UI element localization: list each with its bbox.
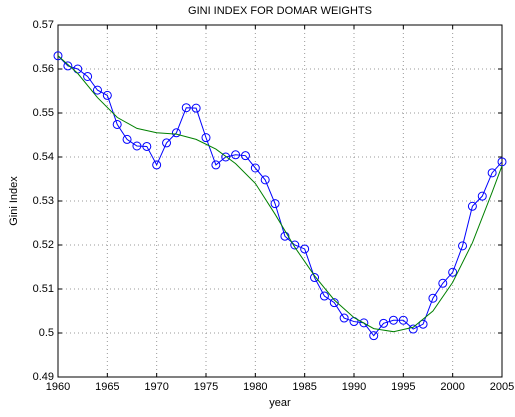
data-point	[428, 293, 438, 303]
data-point	[408, 324, 418, 334]
data-point	[260, 175, 270, 185]
y-tick-label: 0.56	[33, 63, 54, 75]
data-point	[319, 291, 329, 301]
data-point	[211, 160, 221, 170]
data-point	[201, 133, 211, 143]
data-point	[112, 119, 122, 129]
x-tick-label: 1970	[144, 381, 168, 393]
data-point	[369, 331, 379, 341]
data-point	[83, 71, 93, 81]
data-point	[221, 152, 231, 162]
x-tick-label: 1990	[342, 381, 366, 393]
data-point	[398, 315, 408, 325]
data-point	[458, 241, 468, 251]
data-point	[122, 134, 132, 144]
data-point	[63, 61, 73, 71]
x-tick-label: 2005	[490, 381, 514, 393]
data-point	[142, 141, 152, 151]
data-point	[290, 240, 300, 250]
data-point	[310, 273, 320, 283]
data-point	[132, 141, 142, 151]
data-point	[92, 85, 102, 95]
data-point	[191, 103, 201, 113]
data-point	[102, 90, 112, 100]
data-point	[231, 150, 241, 160]
x-tick-label: 1980	[243, 381, 267, 393]
y-tick-label: 0.49	[33, 371, 54, 383]
y-tick-label: 0.54	[33, 151, 54, 163]
data-point	[171, 128, 181, 138]
data-point	[280, 231, 290, 241]
data-point	[240, 151, 250, 161]
x-tick-label: 2000	[440, 381, 464, 393]
data-point	[53, 51, 63, 61]
data-point	[181, 103, 191, 113]
data-point	[438, 278, 448, 288]
series-line	[57, 55, 503, 333]
y-tick-label: 0.51	[33, 283, 54, 295]
data-point	[379, 318, 389, 328]
data-point	[250, 163, 260, 173]
data-point	[467, 201, 477, 211]
data-point	[162, 138, 172, 148]
y-tick-label: 0.52	[33, 239, 54, 251]
x-tick-label: 1985	[292, 381, 316, 393]
data-point	[329, 298, 339, 308]
y-tick-label: 0.5	[39, 327, 54, 339]
data-point	[418, 319, 428, 329]
data-point	[359, 318, 369, 328]
x-tick-label: 1975	[194, 381, 218, 393]
x-tick-label: 1960	[46, 381, 70, 393]
y-tick-label: 0.53	[33, 195, 54, 207]
plot-frame	[57, 24, 503, 378]
data-point	[300, 244, 310, 254]
data-point	[152, 160, 162, 170]
data-point	[487, 168, 497, 178]
data-point	[339, 313, 349, 323]
x-tick-label: 1965	[95, 381, 119, 393]
data-point	[388, 315, 398, 325]
x-tick-label: 1995	[391, 381, 415, 393]
y-tick-label: 0.57	[33, 19, 54, 31]
data-point	[477, 191, 487, 201]
data-point	[448, 267, 458, 277]
y-tick-label: 0.55	[33, 107, 54, 119]
y-axis-label: Gini Index	[8, 176, 20, 226]
series-line	[57, 55, 503, 337]
data-point	[270, 199, 280, 209]
chart-title: GINI INDEX FOR DOMAR WEIGHTS	[188, 5, 372, 17]
x-axis-label: year	[269, 397, 291, 409]
